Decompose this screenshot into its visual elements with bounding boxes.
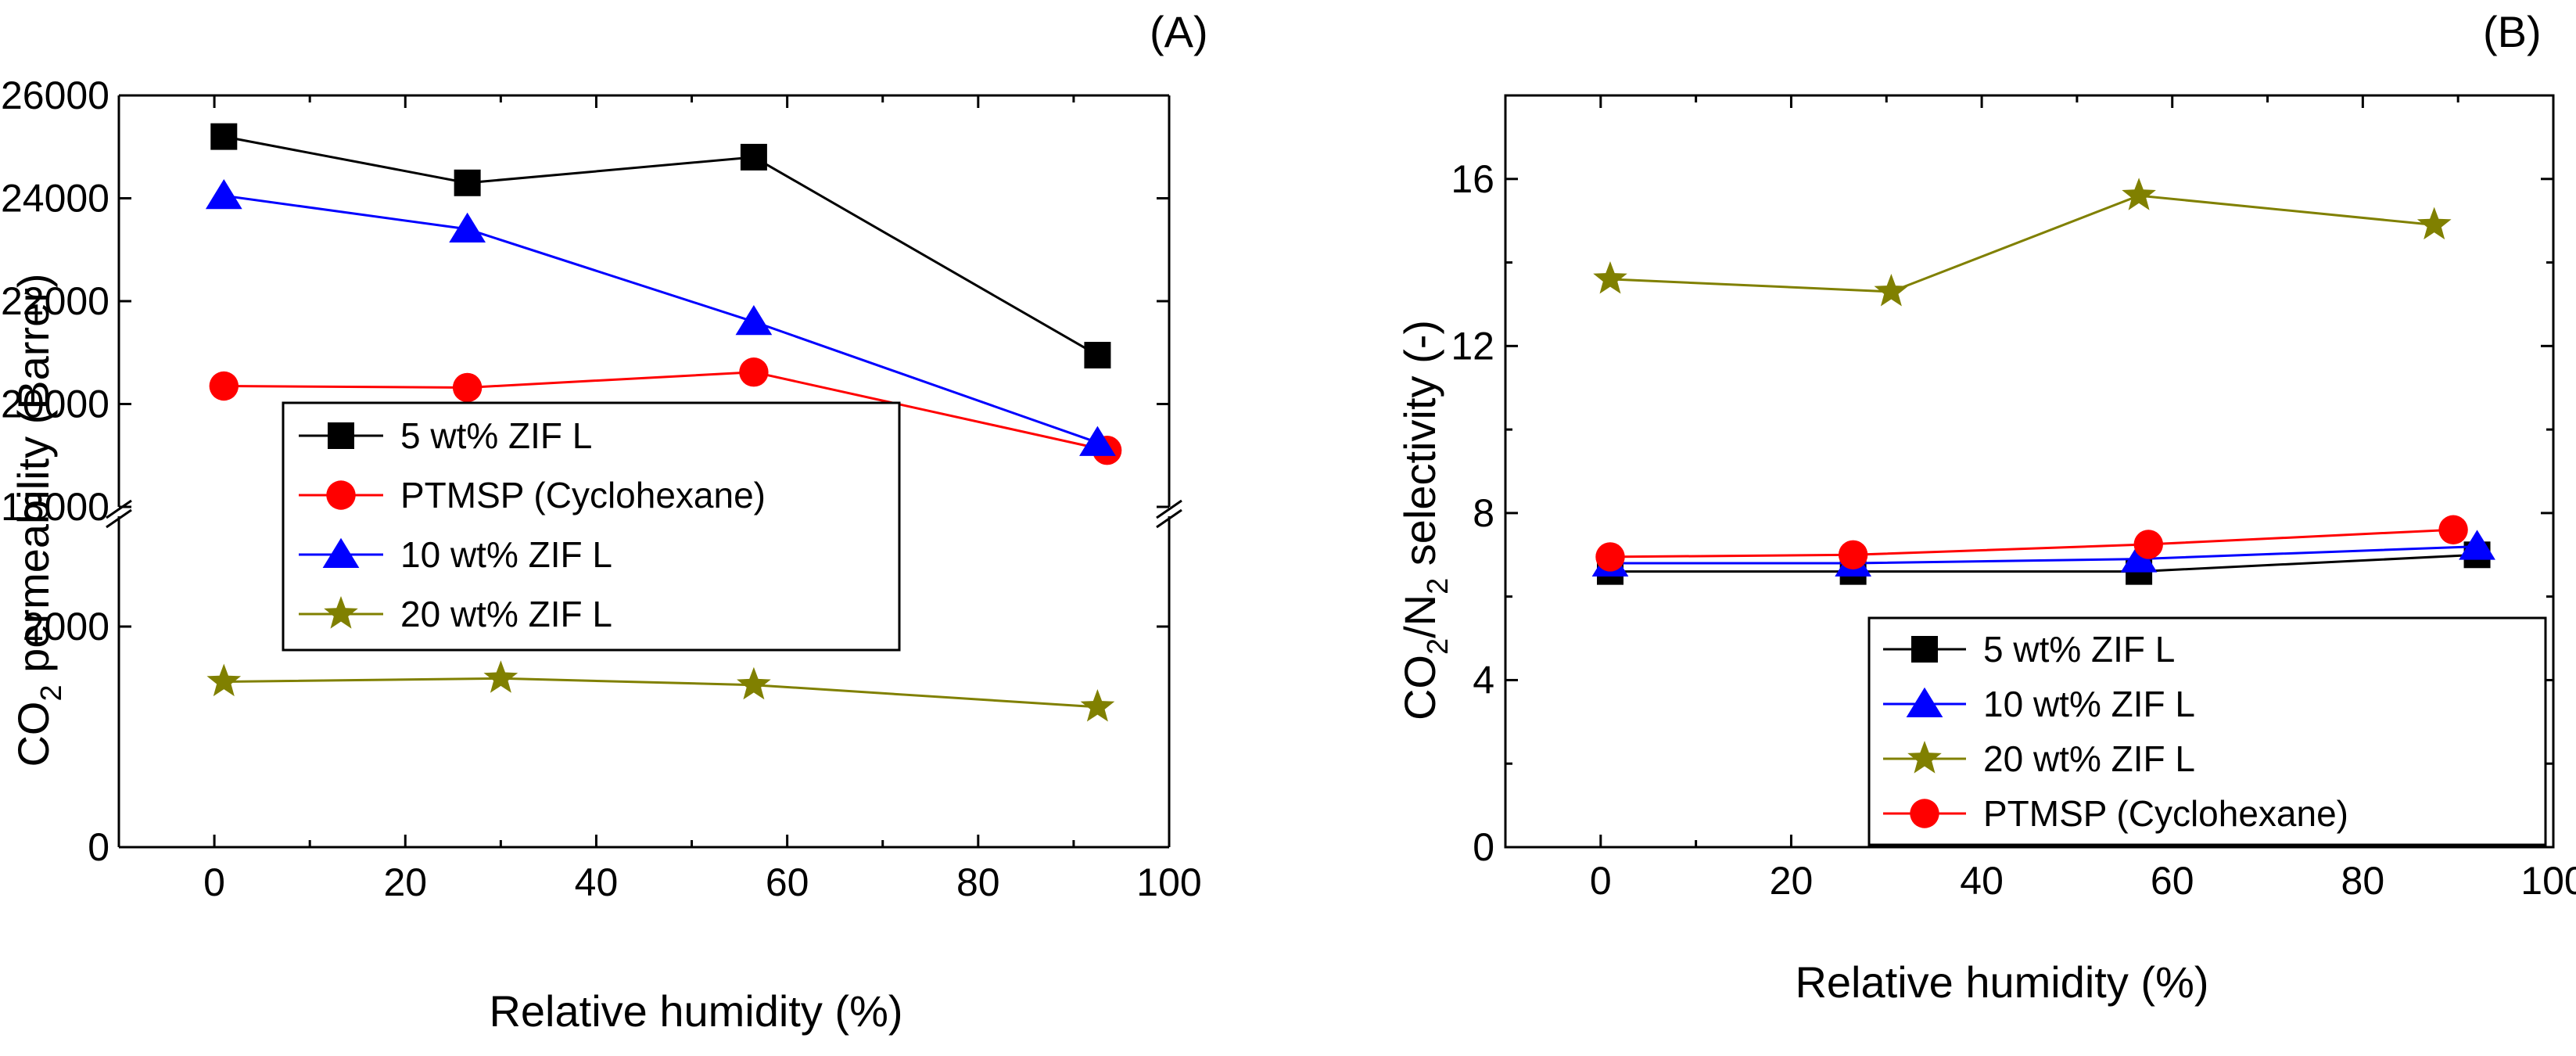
legend-label-ptmsp-cyclohexane: PTMSP (Cyclohexane) xyxy=(1983,793,2348,834)
panel-b-series xyxy=(1591,178,2495,585)
panel-a-label: (A) xyxy=(1150,7,1208,56)
panel-a-y-tick-label: 18000 xyxy=(1,485,109,529)
data-point-20-wt-zif-l xyxy=(1593,261,1627,294)
legend-marker-10-wt-zif-l xyxy=(1906,687,1943,717)
data-point-20-wt-zif-l xyxy=(1874,274,1909,307)
panel-a-y-tick-label: 2000 xyxy=(23,605,109,648)
panel-a-y-axis-label: CO2 permeability (Barrer) xyxy=(9,273,68,767)
panel-a-x-axis-label: Relative humidity (%) xyxy=(489,986,902,1036)
series-line-5-wt-zif-l xyxy=(1610,553,2477,573)
panel-b-x-tick-label: 40 xyxy=(1960,859,2004,903)
panel-b-ticks: 0 20 40 60 80 100 0 4 8 12 16 xyxy=(1451,94,2576,903)
panel-a-x-tick-label: 100 xyxy=(1136,860,1201,904)
panel-b-x-tick-label: 20 xyxy=(1770,859,1814,903)
legend-marker-ptmsp-cyclohexane xyxy=(1910,799,1939,828)
legend-label-5-wt-zif-l: 5 wt% ZIF L xyxy=(400,415,592,456)
data-point-10-wt-zif-l xyxy=(205,178,242,210)
panel-a-y-tick-label: 20000 xyxy=(1,383,109,426)
series-line-10-wt-zif-l xyxy=(224,194,1098,444)
panel-b-x-tick-label: 0 xyxy=(1590,859,1612,903)
data-point-ptmsp-cyclohexane xyxy=(452,372,483,403)
panel-b: (B) 0 20 40 60 80 100 0 4 8 12 16 5 wt% ZIF L 10 wt… xyxy=(1395,7,2576,1007)
data-point-10-wt-zif-l xyxy=(2459,530,2495,560)
data-point-20-wt-zif-l xyxy=(1080,689,1115,722)
panel-a-axis-break-mark xyxy=(1156,499,1182,519)
panel-a-y-tick-label: 24000 xyxy=(1,177,109,221)
panel-a-series xyxy=(205,123,1122,722)
series-line-20-wt-zif-l xyxy=(1609,194,2434,293)
data-point-ptmsp-cyclohexane xyxy=(2133,530,2163,559)
data-point-ptmsp-cyclohexane xyxy=(2438,515,2468,544)
panel-a-x-tick-label: 0 xyxy=(203,860,225,904)
legend-marker-20-wt-zif-l xyxy=(1907,741,1942,774)
legend-label-20-wt-zif-l: 20 wt% ZIF L xyxy=(1983,738,2195,779)
panel-a-y-tick-label: 22000 xyxy=(1,279,109,323)
panel-a-axis-break-mark xyxy=(106,499,132,519)
data-point-20-wt-zif-l xyxy=(206,663,242,697)
panel-a-x-tick-label: 60 xyxy=(766,860,809,904)
series-line-5-wt-zif-l xyxy=(224,135,1099,357)
series-line-ptmsp-cyclohexane xyxy=(224,371,1107,452)
panel-b-x-tick-label: 100 xyxy=(2520,859,2576,903)
legend-label-ptmsp-cyclohexane: PTMSP (Cyclohexane) xyxy=(400,475,766,515)
legend-label-10-wt-zif-l: 10 wt% ZIF L xyxy=(400,534,612,575)
data-point-10-wt-zif-l xyxy=(735,305,773,336)
data-point-10-wt-zif-l xyxy=(2120,542,2158,573)
legend-label-10-wt-zif-l: 10 wt% ZIF L xyxy=(1983,684,2195,724)
panel-b-y-tick-label: 16 xyxy=(1451,157,1494,201)
panel-b-legend: 5 wt% ZIF L 10 wt% ZIF L 20 wt% ZIF L PTMSP… xyxy=(1867,616,2547,846)
data-point-10-wt-zif-l xyxy=(449,212,486,242)
data-point-20-wt-zif-l xyxy=(483,660,518,693)
panel-a: (A) 0 20 40 60 80 100180002000022000240002600… xyxy=(1,7,1208,1036)
panel-b-y-axis-label: CO2/N2 selectivity (-) xyxy=(1395,320,1455,720)
panel-a-y-tick-label: 0 xyxy=(88,825,109,869)
series-line-20-wt-zif-l xyxy=(224,677,1098,709)
data-point-5-wt-zif-l xyxy=(210,123,238,150)
series-line-ptmsp-cyclohexane xyxy=(1609,528,2454,559)
panel-b-x-tick-label: 80 xyxy=(2341,859,2385,903)
panel-b-y-tick-label: 0 xyxy=(1473,825,1494,869)
panel-a-legend: 5 wt% ZIF L PTMSP (Cyclohexane) 10 wt% ZIF… xyxy=(282,401,901,652)
panel-a-ticks: 0 20 40 60 80 100 18000 20000 22000 24000 26000 0 20… xyxy=(1,74,1202,904)
panel-b-x-axis-label: Relative humidity (%) xyxy=(1795,957,2208,1007)
data-point-5-wt-zif-l xyxy=(740,143,767,171)
data-point-5-wt-zif-l xyxy=(454,169,481,196)
legend-box xyxy=(1867,616,2547,846)
data-point-20-wt-zif-l xyxy=(737,666,771,700)
legend-marker-10-wt-zif-l xyxy=(322,537,360,568)
data-point-20-wt-zif-l xyxy=(2122,178,2156,210)
data-point-ptmsp-cyclohexane xyxy=(209,371,239,401)
series-line-10-wt-zif-l xyxy=(1610,545,2477,565)
panel-b-y-tick-label: 12 xyxy=(1451,324,1494,368)
legend-box xyxy=(282,401,901,652)
panel-a-axis-break-mark xyxy=(1156,508,1182,529)
panel-a-y-tick-label: 26000 xyxy=(1,74,109,117)
legend-marker-20-wt-zif-l xyxy=(324,596,358,629)
panel-b-y-tick-label: 4 xyxy=(1473,658,1494,702)
panel-a-axis-break-mark xyxy=(106,508,132,529)
panel-b-plot-frame xyxy=(1504,94,2555,849)
data-point-ptmsp-cyclohexane xyxy=(1595,542,1625,572)
data-point-5-wt-zif-l xyxy=(1084,342,1111,369)
legend-marker-ptmsp-cyclohexane xyxy=(326,480,356,510)
data-point-10-wt-zif-l xyxy=(1079,426,1116,456)
panel-b-frame xyxy=(1504,94,2555,849)
data-point-ptmsp-cyclohexane xyxy=(1838,540,1868,569)
legend-label-20-wt-zif-l: 20 wt% ZIF L xyxy=(400,594,612,634)
legend-label-5-wt-zif-l: 5 wt% ZIF L xyxy=(1983,629,2175,670)
legend-marker-5-wt-zif-l xyxy=(328,422,354,449)
panel-a-x-tick-label: 40 xyxy=(575,860,619,904)
data-point-ptmsp-cyclohexane xyxy=(739,357,769,387)
panel-a-x-tick-label: 80 xyxy=(956,860,1000,904)
panel-b-x-tick-label: 60 xyxy=(2151,859,2194,903)
panel-a-x-tick-label: 20 xyxy=(383,860,427,904)
panel-b-label: (B) xyxy=(2483,7,2542,56)
data-point-20-wt-zif-l xyxy=(2416,207,2452,240)
panel-b-y-tick-label: 8 xyxy=(1473,491,1494,535)
legend-marker-5-wt-zif-l xyxy=(1911,636,1938,663)
